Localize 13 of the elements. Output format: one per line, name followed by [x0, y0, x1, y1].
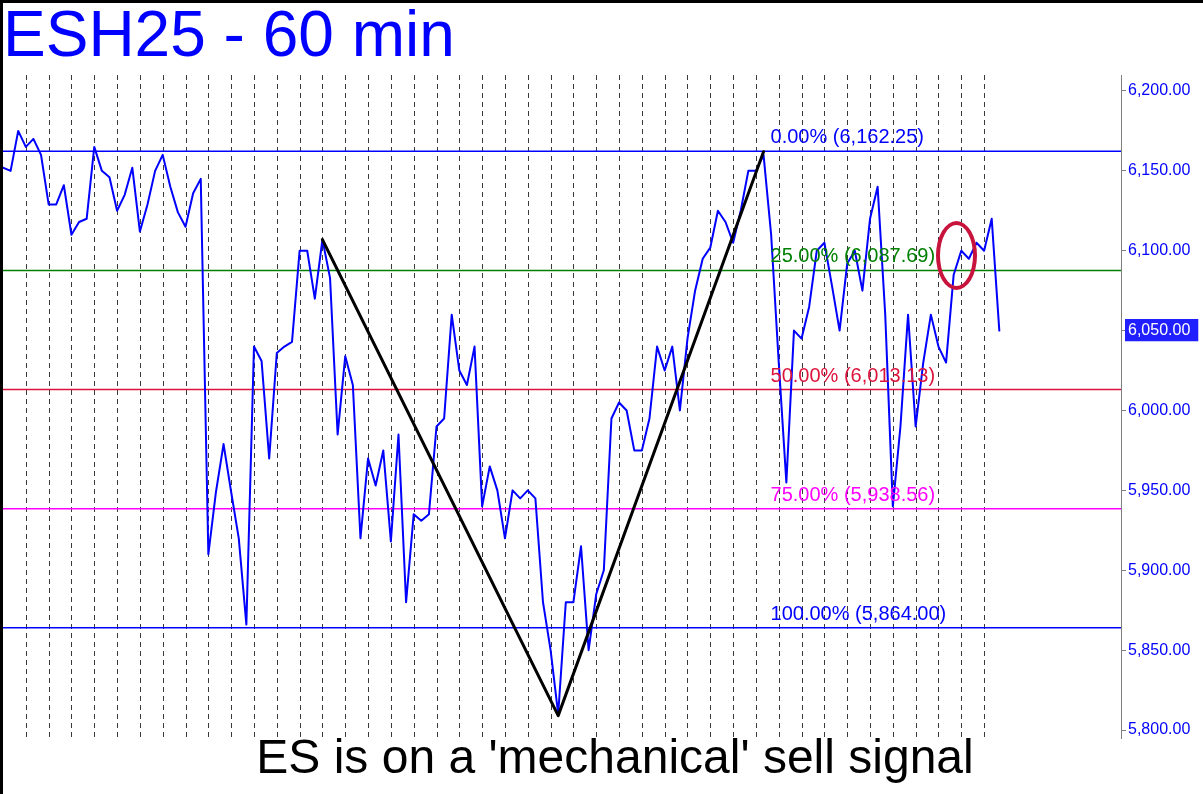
y-tick-label: 6,000.00: [1128, 400, 1191, 418]
chart-title: ESH25 - 60 min: [3, 0, 455, 70]
y-tick-label: 6,200.00: [1128, 81, 1191, 99]
y-tick-label: 5,800.00: [1128, 720, 1191, 738]
y-tick-label: 6,100.00: [1128, 241, 1191, 259]
ref-line-label: 100.00% (5,864.00): [770, 601, 947, 624]
y-tick-label: 5,950.00: [1128, 480, 1191, 498]
y-tick-label: 6,050.00: [1128, 321, 1191, 339]
annotation: ES is on a 'mechanical' sell signal: [256, 730, 974, 783]
y-tick-label: 5,900.00: [1128, 560, 1191, 578]
y-tick-label: 6,150.00: [1128, 161, 1191, 179]
ref-line-label: 0.00% (6,162.25): [770, 125, 924, 148]
y-tick-label: 5,850.00: [1128, 640, 1191, 658]
